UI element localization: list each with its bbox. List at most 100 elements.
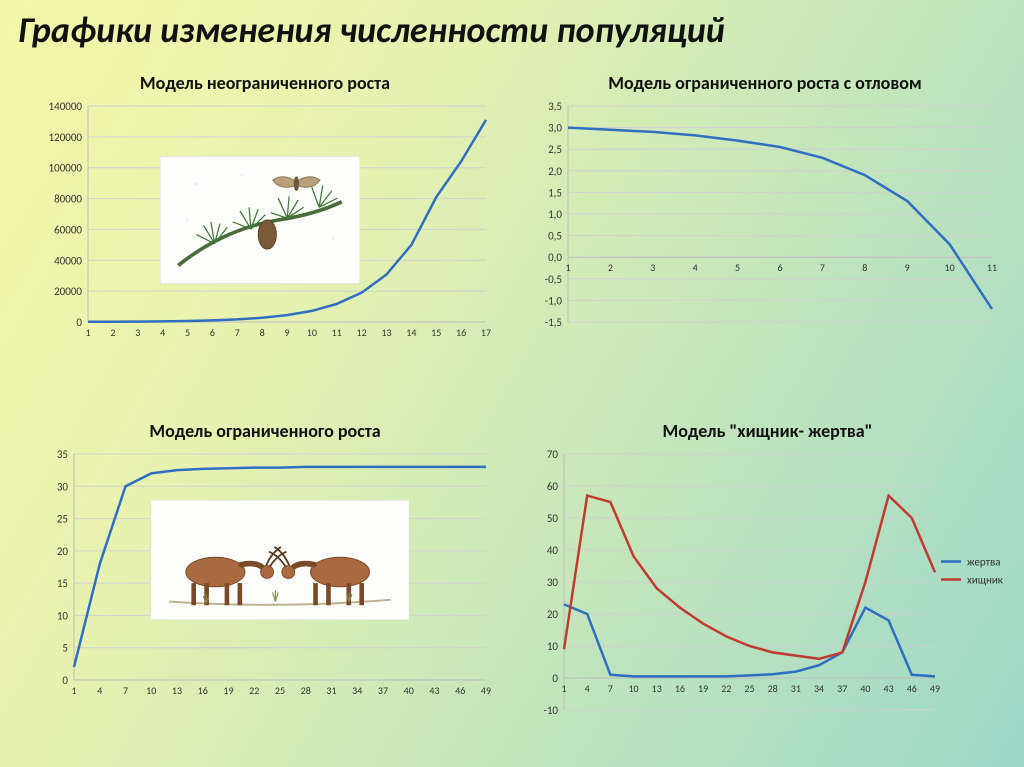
- svg-text:70: 70: [547, 448, 559, 461]
- svg-text:17: 17: [481, 326, 491, 339]
- chart-limited-growth-harvest: Модель ограниченного роста с отловом -1,…: [520, 72, 1010, 353]
- svg-text:25: 25: [744, 682, 754, 695]
- svg-text:5: 5: [735, 261, 740, 274]
- svg-text:2: 2: [110, 326, 115, 339]
- antelopes-illustration: [150, 500, 410, 620]
- svg-text:1,5: 1,5: [548, 186, 562, 199]
- svg-text:8: 8: [862, 261, 867, 274]
- svg-text:46: 46: [907, 682, 917, 695]
- svg-text:2: 2: [608, 261, 613, 274]
- svg-text:31: 31: [791, 682, 801, 695]
- svg-text:12: 12: [357, 326, 367, 339]
- chart-predator-prey: Модель "хищник- жертва" -10 0 10 20 30 40 50 60…: [520, 420, 1015, 741]
- svg-text:10: 10: [628, 682, 638, 695]
- svg-text:16: 16: [456, 326, 466, 339]
- svg-text:30: 30: [547, 576, 559, 589]
- svg-text:2,0: 2,0: [548, 165, 562, 178]
- svg-text:7: 7: [608, 682, 613, 695]
- page-title: Графики изменения численности популяций: [18, 8, 725, 52]
- svg-text:1: 1: [561, 682, 566, 695]
- svg-text:34: 34: [352, 684, 362, 697]
- svg-text:140000: 140000: [49, 100, 83, 113]
- svg-text:9: 9: [905, 261, 910, 274]
- svg-text:-1,0: -1,0: [545, 294, 563, 307]
- svg-text:37: 37: [837, 682, 847, 695]
- svg-text:10: 10: [146, 684, 156, 697]
- svg-text:16: 16: [675, 682, 685, 695]
- svg-text:28: 28: [301, 684, 311, 697]
- svg-text:жертва: жертва: [967, 556, 1001, 569]
- svg-text:13: 13: [172, 684, 182, 697]
- svg-text:1,0: 1,0: [548, 208, 562, 221]
- svg-text:20: 20: [547, 608, 559, 621]
- svg-text:7: 7: [123, 684, 128, 697]
- svg-text:34: 34: [814, 682, 824, 695]
- svg-text:43: 43: [429, 684, 439, 697]
- svg-text:35: 35: [57, 448, 68, 461]
- svg-text:-1,5: -1,5: [545, 316, 562, 329]
- svg-text:11: 11: [332, 326, 342, 339]
- svg-text:10: 10: [307, 326, 317, 339]
- svg-text:2,5: 2,5: [548, 143, 562, 156]
- svg-text:20: 20: [57, 545, 69, 558]
- svg-text:40: 40: [860, 682, 870, 695]
- svg-text:19: 19: [698, 682, 708, 695]
- svg-text:5: 5: [62, 642, 68, 655]
- svg-text:хищник: хищник: [967, 574, 1003, 587]
- svg-text:25: 25: [57, 513, 68, 526]
- svg-text:0,5: 0,5: [548, 230, 562, 243]
- svg-text:19: 19: [223, 684, 233, 697]
- svg-text:3: 3: [135, 326, 140, 339]
- svg-text:10: 10: [945, 261, 955, 274]
- svg-text:25: 25: [275, 684, 285, 697]
- svg-text:20000: 20000: [54, 285, 82, 298]
- svg-text:0,0: 0,0: [548, 251, 562, 264]
- svg-text:0: 0: [76, 316, 82, 329]
- svg-text:1: 1: [85, 326, 90, 339]
- svg-text:50: 50: [547, 512, 559, 525]
- svg-text:80000: 80000: [54, 193, 82, 206]
- svg-text:0: 0: [62, 674, 68, 687]
- chart3-title: Модель ограниченного роста: [30, 420, 500, 442]
- chart4-title: Модель "хищник- жертва": [520, 420, 1015, 442]
- svg-text:-0,5: -0,5: [545, 273, 562, 286]
- svg-text:5: 5: [185, 326, 190, 339]
- svg-text:28: 28: [768, 682, 778, 695]
- svg-text:6: 6: [777, 261, 782, 274]
- svg-text:46: 46: [455, 684, 465, 697]
- svg-text:10: 10: [547, 640, 559, 653]
- svg-text:13: 13: [381, 326, 391, 339]
- svg-text:4: 4: [585, 682, 590, 695]
- svg-text:8: 8: [260, 326, 265, 339]
- chart1-title: Модель неограниченного роста: [30, 72, 500, 94]
- svg-text:11: 11: [987, 261, 997, 274]
- svg-text:7: 7: [820, 261, 825, 274]
- svg-text:60: 60: [547, 480, 559, 493]
- svg-text:14: 14: [406, 326, 416, 339]
- svg-text:15: 15: [431, 326, 441, 339]
- svg-text:120000: 120000: [49, 131, 83, 144]
- svg-text:0: 0: [552, 672, 558, 685]
- svg-text:1: 1: [565, 261, 570, 274]
- svg-text:40000: 40000: [54, 254, 82, 267]
- chart2-title: Модель ограниченного роста с отловом: [520, 72, 1010, 94]
- svg-text:-10: -10: [543, 704, 558, 717]
- svg-text:22: 22: [721, 682, 731, 695]
- pine-moth-illustration: [160, 155, 360, 285]
- svg-text:43: 43: [884, 682, 894, 695]
- svg-text:100000: 100000: [49, 162, 83, 175]
- svg-text:49: 49: [481, 684, 491, 697]
- svg-text:4: 4: [160, 326, 165, 339]
- svg-text:16: 16: [198, 684, 208, 697]
- svg-text:10: 10: [57, 609, 69, 622]
- svg-text:31: 31: [326, 684, 336, 697]
- svg-text:40: 40: [404, 684, 414, 697]
- svg-text:30: 30: [57, 480, 69, 493]
- svg-text:3: 3: [650, 261, 655, 274]
- svg-text:3,0: 3,0: [548, 122, 562, 135]
- svg-text:1: 1: [71, 684, 76, 697]
- svg-text:22: 22: [249, 684, 259, 697]
- svg-text:3,5: 3,5: [548, 100, 562, 113]
- svg-text:6: 6: [210, 326, 215, 339]
- svg-text:60000: 60000: [54, 223, 82, 236]
